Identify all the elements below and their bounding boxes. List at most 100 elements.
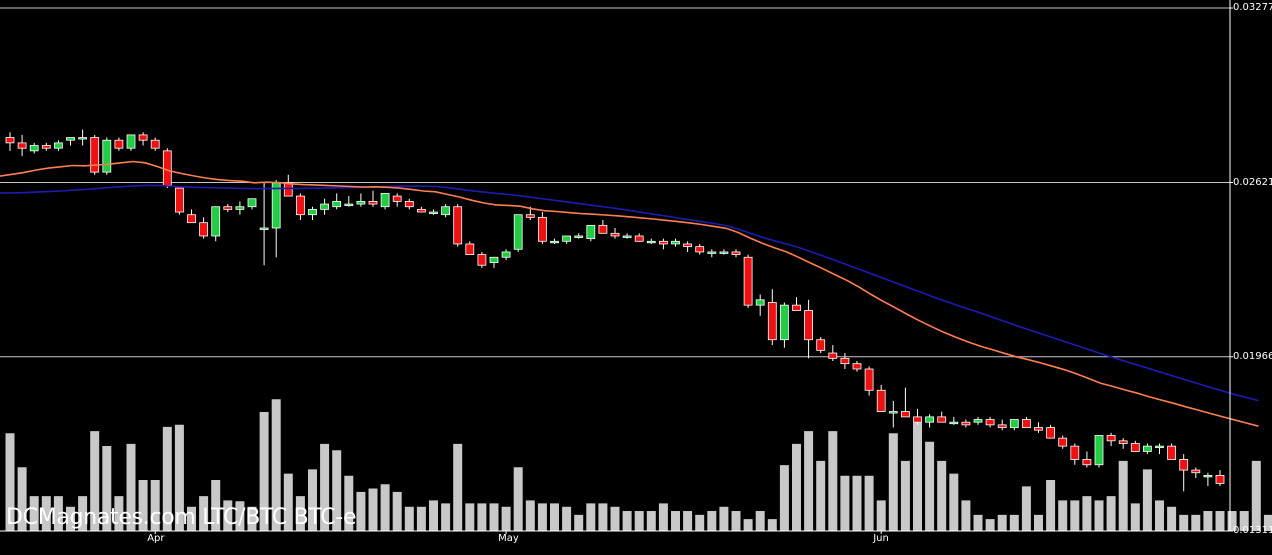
volume-bar (66, 506, 75, 531)
volume-bar (755, 511, 765, 531)
x-tick-label: May (498, 533, 519, 544)
candle-body (5, 137, 15, 144)
volume-bar (586, 503, 596, 531)
candle-body (622, 235, 632, 238)
volume-bar (550, 503, 559, 531)
candle-body (1167, 445, 1176, 460)
candle-body (634, 235, 644, 242)
candle-body (1118, 440, 1128, 444)
volume-bar (247, 506, 257, 531)
volume-bar (658, 503, 668, 531)
candle-body (465, 243, 475, 256)
volume-bar (1009, 514, 1019, 531)
candle-body (356, 200, 366, 205)
volume-bar (671, 511, 680, 531)
volume-bar (138, 480, 148, 531)
candle-body (707, 251, 717, 254)
volume-bar (5, 433, 15, 531)
volume-bar (320, 443, 330, 531)
candle-body (320, 203, 330, 210)
volume-bar (562, 506, 572, 531)
candle-body (308, 208, 317, 216)
volume-bar (1094, 500, 1104, 531)
y-tick-label: 0.03277 (1233, 2, 1272, 13)
volume-bars (5, 399, 1272, 531)
candle-body (332, 200, 342, 208)
volume-bar (598, 503, 608, 531)
candle-body (199, 222, 209, 237)
volume-bar (779, 465, 789, 531)
volume-bar (235, 501, 245, 531)
volume-bar (162, 426, 172, 531)
volume-bar (513, 467, 523, 531)
volume-bar (102, 446, 112, 531)
candle-body (501, 251, 511, 258)
candle-body (1009, 419, 1019, 428)
candle-body (525, 214, 535, 218)
candle-body (66, 137, 75, 141)
watermark: DCMagnates.com LTC/BTC BTC-e (6, 505, 357, 530)
candle-body (1070, 445, 1080, 460)
y-tick-label: 0.02621 (1233, 176, 1272, 188)
volume-bar (937, 460, 947, 531)
volume-bar (525, 500, 535, 531)
volume-bar (973, 514, 983, 531)
volume-bar (150, 480, 160, 531)
volume-bar (1021, 486, 1031, 531)
volume-bar (174, 424, 184, 531)
volume-bar (477, 503, 487, 531)
y-tick-label: 0.01311 (1233, 525, 1272, 536)
volume-bar (368, 488, 378, 531)
volume-bar (1251, 460, 1261, 531)
candle-body (888, 411, 898, 414)
volume-bar (17, 467, 27, 531)
volume-bar (126, 443, 136, 531)
moving-averages (0, 160, 1259, 427)
candle-body (876, 389, 886, 412)
candle-body (114, 139, 124, 149)
ma-slow-line (0, 184, 1259, 402)
candle-body (235, 206, 245, 210)
volume-bar (416, 506, 426, 531)
volume-bar (332, 450, 342, 531)
volume-bar (719, 506, 729, 531)
candle-body (295, 195, 305, 216)
candle-body (828, 352, 838, 359)
volume-bar (271, 399, 281, 531)
candle-body (404, 200, 414, 208)
volume-bar (1179, 514, 1189, 531)
volume-bar (187, 506, 196, 531)
volume-bar (840, 475, 850, 531)
candle-body (925, 416, 934, 423)
volume-bar (78, 496, 88, 531)
candle-body (598, 224, 608, 234)
candle-body (864, 368, 874, 391)
candle-body (1046, 427, 1055, 439)
volume-bar (707, 511, 717, 531)
volume-bar (501, 506, 511, 531)
volume-bar (985, 519, 995, 531)
candle-body (961, 421, 971, 426)
candle-body (743, 256, 753, 306)
volume-bar (622, 511, 632, 531)
volume-bar (537, 503, 547, 531)
volume-bar (308, 469, 317, 531)
volume-bar (900, 460, 910, 531)
candle-body (1022, 419, 1031, 428)
candle-body (150, 139, 160, 149)
candle-body (1215, 475, 1225, 484)
volume-bar (864, 475, 874, 531)
volume-bar (876, 500, 886, 531)
candle-body (17, 142, 27, 149)
candle-body (429, 211, 438, 214)
x-tick-label: Apr (147, 533, 165, 544)
volume-bar (295, 496, 305, 531)
candle-body (719, 251, 729, 254)
candle-body (949, 421, 959, 425)
volume-bar (695, 514, 705, 531)
volume-bar (404, 506, 414, 531)
candle-body (1203, 475, 1213, 478)
candle-body (671, 240, 680, 245)
volume-bar (344, 475, 354, 531)
